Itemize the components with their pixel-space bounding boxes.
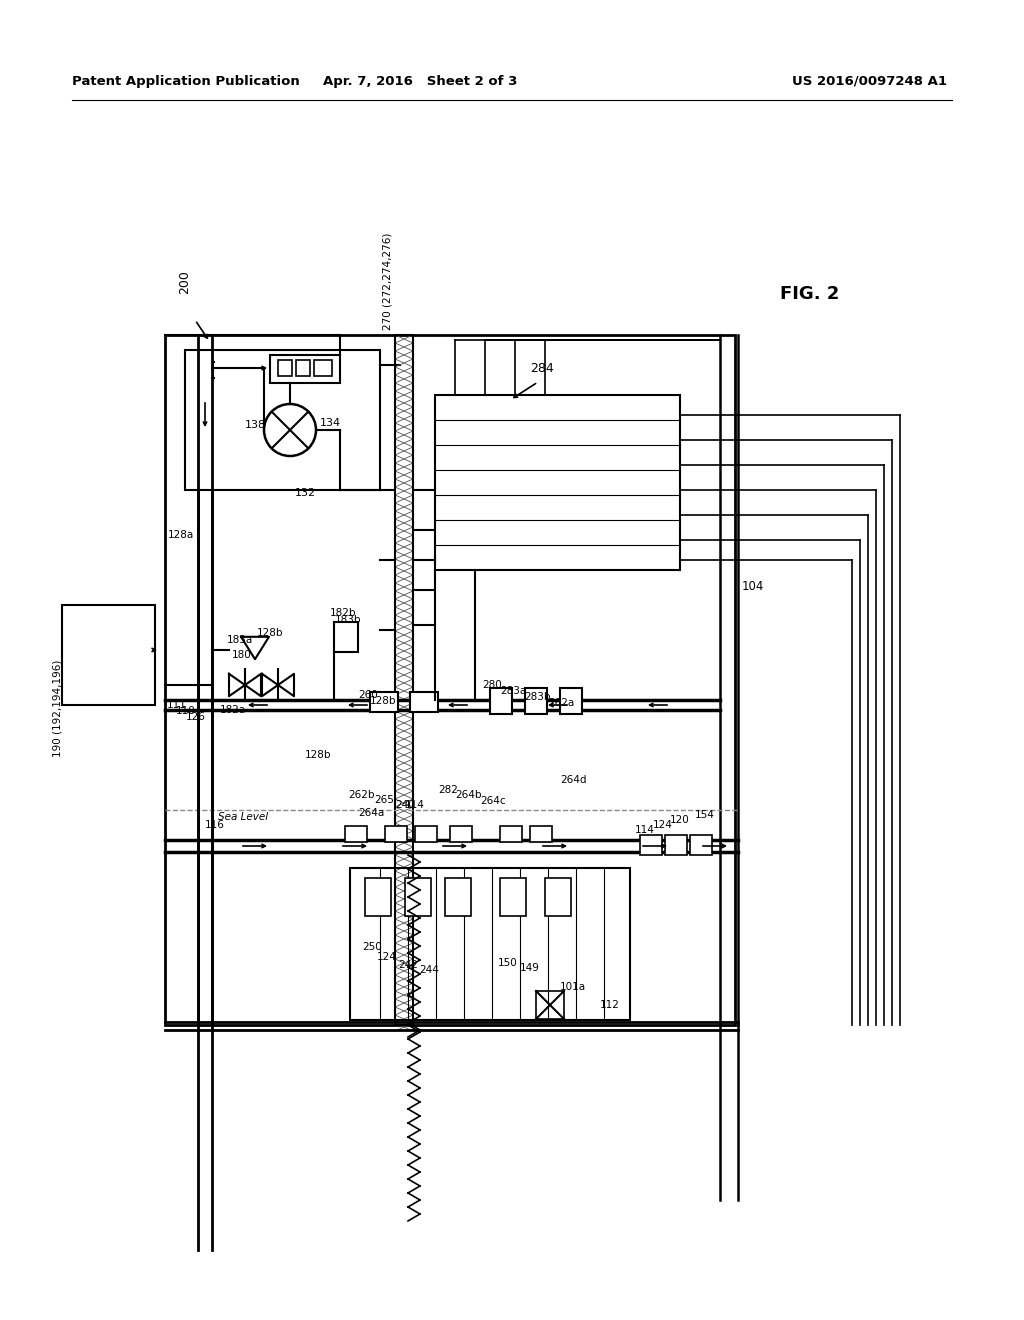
Bar	[445, 878, 471, 916]
Text: 240: 240	[395, 800, 415, 810]
Text: Patent Application Publication: Patent Application Publication	[72, 75, 300, 88]
Bar	[415, 826, 437, 842]
Text: 190 (192,194,196): 190 (192,194,196)	[52, 660, 62, 758]
Text: 250: 250	[362, 942, 382, 952]
Text: 264c: 264c	[480, 796, 506, 807]
Text: 284: 284	[530, 362, 554, 375]
Bar	[314, 360, 332, 376]
Text: 264b: 264b	[455, 789, 481, 800]
Bar	[500, 826, 522, 842]
Text: 126: 126	[186, 711, 206, 722]
Text: 264d: 264d	[560, 775, 587, 785]
Text: 183a: 183a	[227, 635, 253, 645]
Bar	[690, 836, 712, 855]
Text: 138: 138	[245, 420, 266, 430]
Text: 120: 120	[670, 814, 690, 825]
Bar	[525, 688, 547, 714]
Bar	[278, 360, 292, 376]
Text: 128a: 128a	[168, 531, 195, 540]
Text: 280: 280	[482, 680, 502, 690]
Bar	[385, 826, 407, 842]
Bar	[395, 335, 413, 1026]
Text: 110: 110	[176, 706, 196, 715]
Bar	[334, 622, 358, 652]
Bar	[490, 688, 512, 714]
Bar	[350, 869, 630, 1020]
Text: 114: 114	[406, 800, 425, 810]
Bar	[500, 878, 526, 916]
Bar	[410, 692, 438, 711]
Bar	[665, 836, 687, 855]
Text: 242: 242	[398, 960, 418, 970]
Text: 128b: 128b	[257, 628, 284, 638]
Text: 128b: 128b	[305, 750, 332, 760]
Text: 104: 104	[742, 579, 764, 593]
Text: 124: 124	[653, 820, 673, 830]
Text: FIG. 2: FIG. 2	[780, 285, 840, 304]
Text: 182a: 182a	[220, 705, 246, 715]
Text: 124: 124	[377, 952, 397, 962]
Bar	[640, 836, 662, 855]
Text: 183b: 183b	[335, 615, 361, 624]
Text: 270 (272,274,276): 270 (272,274,276)	[383, 232, 393, 330]
Bar	[435, 395, 680, 570]
Text: 265: 265	[374, 795, 394, 805]
Bar	[365, 878, 391, 916]
Text: 116: 116	[205, 820, 225, 830]
Text: 149: 149	[520, 964, 540, 973]
Text: 132: 132	[295, 488, 316, 498]
Bar	[270, 355, 340, 383]
Bar	[406, 878, 431, 916]
Bar	[165, 335, 735, 1026]
Text: 150: 150	[498, 958, 518, 968]
Text: 264a: 264a	[358, 808, 384, 818]
Text: 134: 134	[319, 418, 341, 428]
Bar	[530, 826, 552, 842]
Bar	[345, 826, 367, 842]
Text: 180: 180	[232, 649, 252, 660]
Text: 262b: 262b	[348, 789, 375, 800]
Text: Apr. 7, 2016   Sheet 2 of 3: Apr. 7, 2016 Sheet 2 of 3	[323, 75, 517, 88]
Text: Sea Level: Sea Level	[218, 812, 268, 822]
Bar	[370, 692, 398, 711]
Bar	[536, 991, 564, 1019]
Text: 182b: 182b	[330, 609, 356, 618]
Text: 112: 112	[600, 1001, 620, 1010]
Bar	[296, 360, 310, 376]
Text: 128b: 128b	[370, 696, 396, 706]
Text: 200: 200	[178, 271, 191, 294]
Bar	[62, 605, 155, 705]
Text: 260: 260	[358, 690, 378, 700]
Text: 101a: 101a	[560, 982, 586, 993]
Bar	[185, 350, 380, 490]
Text: 262a: 262a	[548, 698, 574, 708]
Bar	[545, 878, 571, 916]
Text: 111: 111	[167, 700, 186, 710]
Text: 154: 154	[695, 810, 715, 820]
Text: US 2016/0097248 A1: US 2016/0097248 A1	[793, 75, 947, 88]
Text: 244: 244	[419, 965, 439, 975]
Text: 283a: 283a	[500, 686, 526, 696]
Bar	[450, 826, 472, 842]
Text: 283b: 283b	[524, 692, 551, 702]
Text: 114: 114	[635, 825, 655, 836]
Bar	[560, 688, 582, 714]
Text: 282: 282	[438, 785, 458, 795]
